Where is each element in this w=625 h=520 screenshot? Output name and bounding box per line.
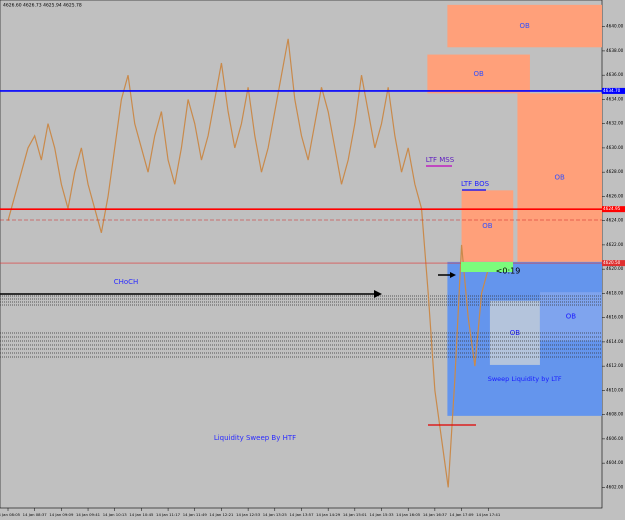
zone — [539, 292, 602, 341]
x-tick-label: 14 Jan 09:09 — [49, 512, 74, 517]
y-tick-label: 4634.00 — [606, 96, 624, 101]
x-tick-label: 14 Jan 15:01 — [343, 512, 368, 517]
annotation: LTF BOS — [461, 180, 490, 188]
y-tick-label: 4620.00 — [606, 266, 624, 271]
price-line — [7, 38, 489, 488]
level-tag — [602, 206, 625, 213]
annotation: CHoCH — [114, 278, 139, 286]
x-tick-label: 14 Jan 17:41 — [476, 512, 501, 517]
zone-label: OB — [555, 174, 566, 182]
level-label: 4620.50 — [603, 260, 621, 265]
x-tick-label: 14 Jan 11:49 — [183, 512, 208, 517]
x-tick-label: 14 Jan 17:09 — [450, 512, 475, 517]
zone — [447, 4, 602, 48]
zone-label: Sweep Liquidity by LTF — [488, 375, 562, 383]
level-tag — [602, 87, 625, 94]
info-text: 4626.60 4626.73 4625.94 4625.78 — [3, 3, 82, 9]
x-tick-label: 14 Jan 09:41 — [76, 512, 101, 517]
y-tick-label: 4624.00 — [606, 218, 624, 223]
x-tick-label: 14 Jan 16:05 — [396, 512, 421, 517]
x-tick-label: 14 Jan 08:37 — [23, 512, 48, 517]
zone-label: OB — [566, 312, 577, 320]
zone-label: OB — [473, 70, 484, 78]
zone-label: OB — [482, 222, 493, 230]
arrow-head — [450, 272, 456, 278]
annotation: <0:19 — [496, 267, 521, 276]
zone — [517, 93, 602, 262]
y-tick-label: 4638.00 — [606, 48, 624, 53]
y-tick-label: 4610.00 — [606, 387, 624, 392]
arrow-head — [374, 290, 382, 298]
zone — [461, 190, 514, 262]
zone-label: OB — [520, 22, 531, 30]
level-label: 4634.70 — [603, 88, 621, 93]
y-tick-label: 4618.00 — [606, 290, 624, 295]
y-tick-label: 4608.00 — [606, 412, 624, 417]
y-tick-label: 4606.00 — [606, 436, 624, 441]
y-tick-label: 4602.00 — [606, 484, 624, 489]
x-tick-label: 14 Jan 10:13 — [103, 512, 128, 517]
x-tick-label: 14 Jan 12:21 — [209, 512, 234, 517]
x-tick-label: 14 Jan 16:37 — [423, 512, 448, 517]
zone — [427, 54, 530, 94]
y-tick-label: 4628.00 — [606, 169, 624, 174]
y-tick-label: 4604.00 — [606, 460, 624, 465]
timer-box — [461, 262, 513, 272]
y-tick-label: 4632.00 — [606, 121, 624, 126]
x-tick-label: 14 Jan 08:05 — [0, 512, 21, 517]
y-tick-label: 4640.00 — [606, 24, 624, 29]
x-tick-label: 14 Jan 13:57 — [289, 512, 314, 517]
x-tick-label: 14 Jan 13:25 — [263, 512, 288, 517]
y-tick-label: 4630.00 — [606, 145, 624, 150]
y-tick-label: 4614.00 — [606, 339, 624, 344]
x-tick-label: 14 Jan 15:33 — [369, 512, 394, 517]
x-tick-label: 14 Jan 14:29 — [316, 512, 341, 517]
annotation: Liquidity Sweep By HTF — [214, 434, 296, 442]
annotation: LTF MSS — [426, 156, 455, 164]
y-tick-label: 4622.00 — [606, 242, 624, 247]
x-tick-label: 14 Jan 12:53 — [236, 512, 261, 517]
y-tick-label: 4626.00 — [606, 193, 624, 198]
x-tick-label: 14 Jan 10:45 — [129, 512, 154, 517]
x-tick-label: 14 Jan 11:17 — [156, 512, 181, 517]
level-tag — [602, 260, 625, 267]
y-tick-label: 4612.00 — [606, 363, 624, 368]
level-label: 4624.95 — [603, 206, 621, 211]
zone-label: OB — [510, 329, 521, 337]
y-tick-label: 4616.00 — [606, 315, 624, 320]
y-tick-label: 4636.00 — [606, 72, 624, 77]
